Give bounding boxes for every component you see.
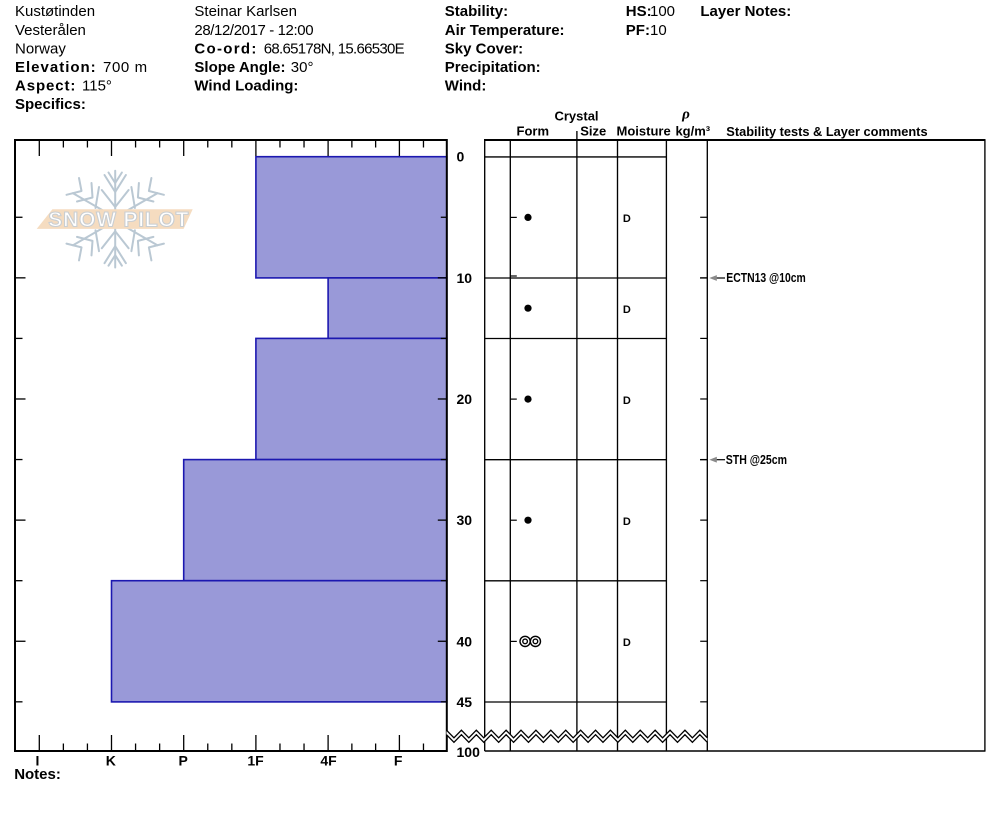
svg-text:20: 20: [457, 391, 473, 407]
svg-text:D: D: [623, 213, 631, 225]
svg-text:0: 0: [457, 149, 465, 165]
svg-text:HS:: HS:: [626, 3, 652, 20]
svg-text:D: D: [623, 637, 631, 649]
svg-text:kg/m³: kg/m³: [675, 123, 710, 138]
svg-text:Slope Angle:: Slope Angle:: [194, 59, 285, 76]
svg-text:Co-ord:: Co-ord:: [194, 40, 257, 57]
svg-text:Moisture: Moisture: [617, 123, 671, 138]
svg-text:4F: 4F: [320, 752, 337, 768]
svg-text:SNOW PILOT: SNOW PILOT: [48, 208, 189, 231]
svg-text:Notes:: Notes:: [14, 766, 61, 783]
svg-text:Layer Notes:: Layer Notes:: [700, 3, 791, 20]
svg-text:100: 100: [650, 3, 675, 20]
svg-text:D: D: [623, 516, 631, 528]
svg-text:Specifics:: Specifics:: [15, 96, 86, 113]
svg-text:ECTN13 @10cm: ECTN13 @10cm: [726, 271, 806, 285]
svg-text:Sky Cover:: Sky Cover:: [445, 40, 523, 57]
svg-text:Precipitation:: Precipitation:: [445, 59, 541, 76]
svg-text:P: P: [179, 752, 188, 768]
svg-text:28/12/2017 - 12:00: 28/12/2017 - 12:00: [194, 22, 313, 39]
svg-text:115°: 115°: [82, 78, 112, 95]
svg-text:10: 10: [457, 270, 473, 286]
svg-text:F: F: [394, 752, 403, 768]
svg-text:Air Temperature:: Air Temperature:: [445, 22, 565, 39]
svg-text:STH @25cm: STH @25cm: [726, 453, 787, 467]
svg-text:Steinar Karlsen: Steinar Karlsen: [194, 3, 297, 20]
svg-text:700 m: 700 m: [103, 59, 148, 76]
svg-text:PF:: PF:: [626, 22, 650, 39]
svg-text:45: 45: [457, 694, 473, 710]
svg-text:40: 40: [457, 633, 473, 649]
svg-text:Form: Form: [517, 123, 550, 138]
svg-text:Wind:: Wind:: [445, 78, 487, 95]
svg-text:Size: Size: [580, 123, 606, 138]
svg-text:ρ: ρ: [681, 107, 690, 123]
svg-text:Vesterålen: Vesterålen: [15, 22, 86, 39]
svg-text:100: 100: [457, 744, 481, 760]
svg-text:Stability tests & Layer commen: Stability tests & Layer comments: [726, 124, 927, 139]
svg-text:Stability:: Stability:: [445, 3, 508, 20]
svg-text:Aspect:: Aspect:: [15, 78, 76, 95]
svg-text:Elevation:: Elevation:: [15, 59, 97, 76]
svg-text:30: 30: [457, 512, 473, 528]
svg-text:K: K: [106, 752, 116, 768]
svg-text:D: D: [623, 304, 631, 316]
svg-text:68.65178N, 15.66530E: 68.65178N, 15.66530E: [264, 40, 405, 57]
svg-text:10: 10: [650, 22, 667, 39]
svg-text:Norway: Norway: [15, 40, 66, 57]
svg-text:Wind Loading:: Wind Loading:: [194, 78, 298, 95]
svg-text:D: D: [623, 395, 631, 407]
svg-text:Kustøtinden: Kustøtinden: [15, 3, 95, 20]
svg-text:1F: 1F: [247, 752, 264, 768]
svg-text:I: I: [36, 752, 40, 768]
svg-text:30°: 30°: [291, 59, 314, 76]
svg-text:Crystal: Crystal: [554, 109, 598, 124]
